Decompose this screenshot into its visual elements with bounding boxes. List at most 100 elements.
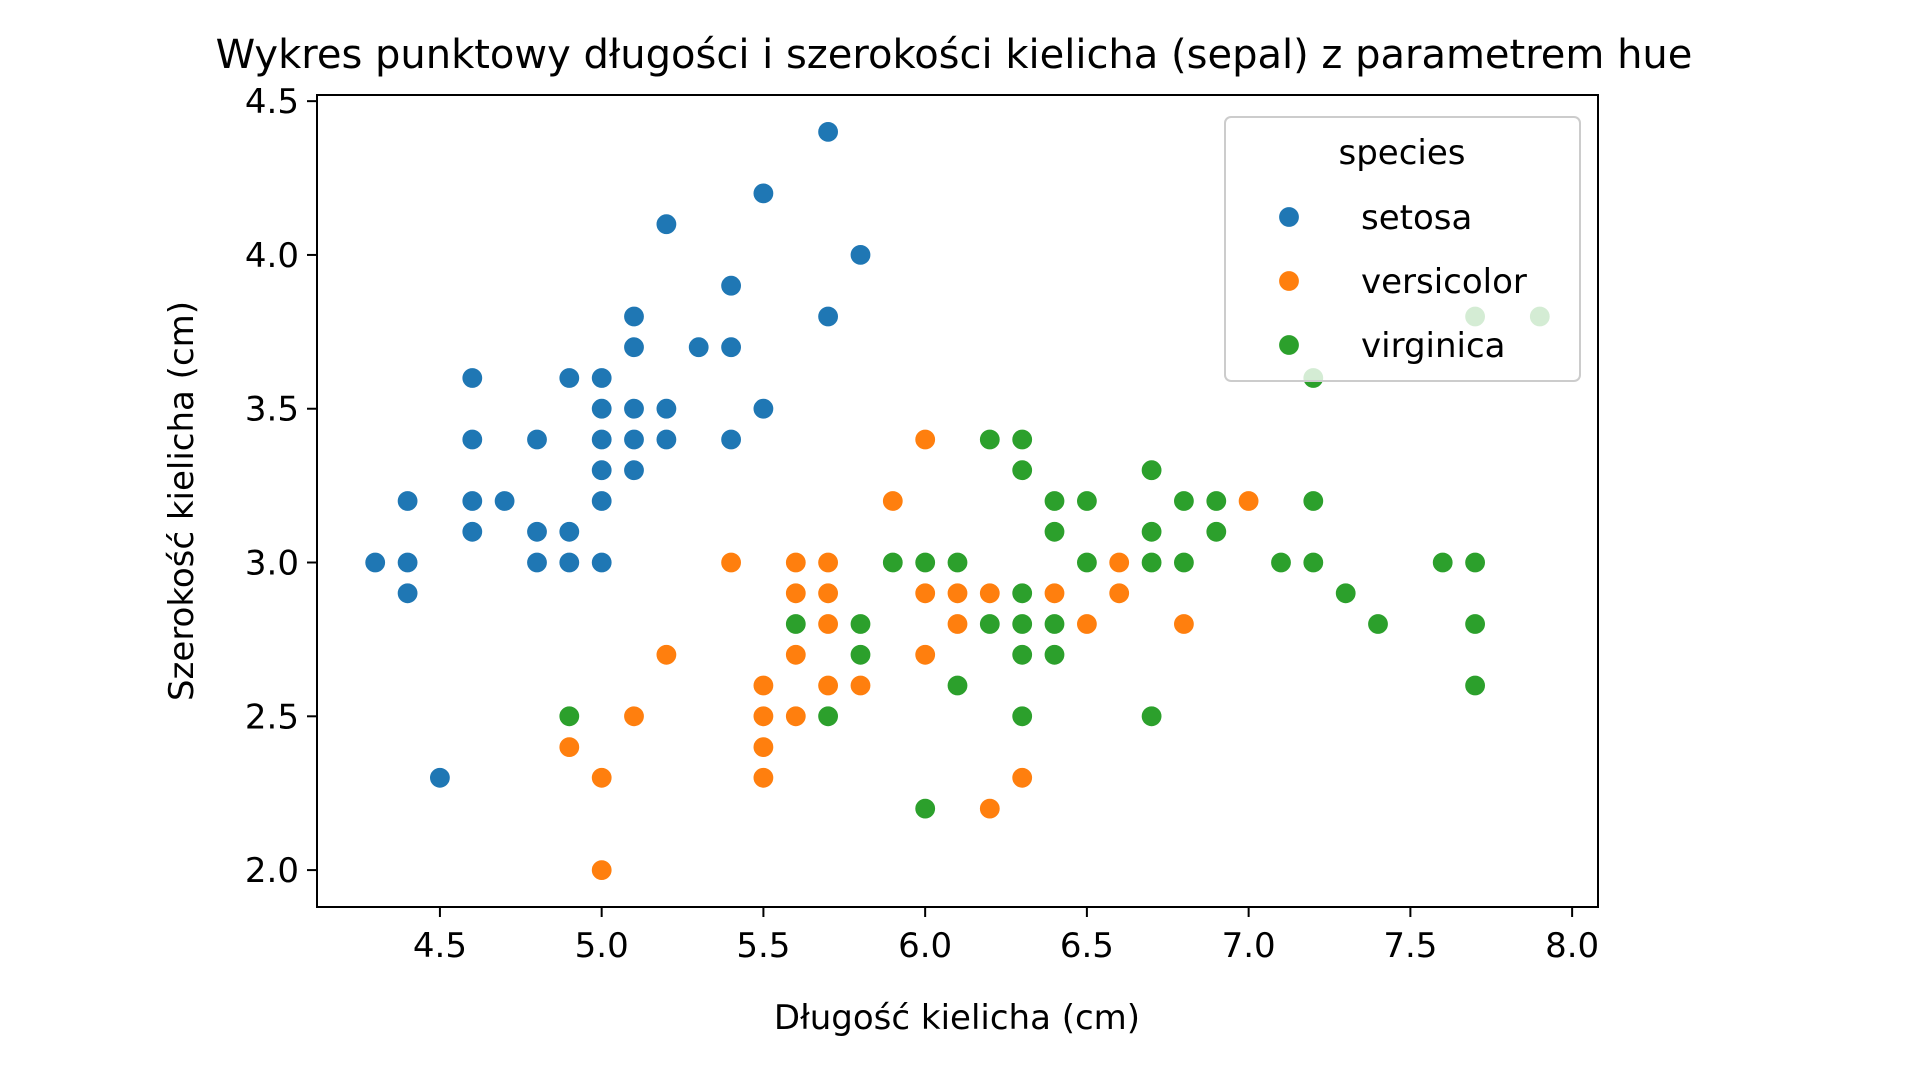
data-point-setosa [590, 459, 613, 482]
data-point-setosa [719, 428, 743, 451]
data-point-virginica [1011, 643, 1034, 666]
data-point-versicolor [1172, 612, 1196, 636]
data-point-versicolor [784, 705, 807, 728]
data-point-setosa [590, 366, 613, 390]
data-point-setosa [525, 551, 549, 574]
legend-label-versicolor: versicolor [1361, 262, 1527, 302]
data-point-setosa [622, 305, 646, 328]
legend-frame [1224, 116, 1581, 382]
data-point-versicolor [881, 489, 904, 513]
data-point-virginica [849, 612, 872, 636]
data-point-virginica [946, 674, 969, 697]
data-point-setosa [590, 397, 613, 420]
data-point-virginica [978, 428, 1001, 451]
data-point-versicolor [1237, 489, 1260, 513]
data-point-virginica [1463, 551, 1487, 574]
data-point-versicolor [978, 797, 1001, 820]
legend-label-setosa: setosa [1361, 198, 1472, 238]
y-axis-label: Szerokość kielicha (cm) [162, 301, 202, 701]
data-point-virginica [1172, 489, 1196, 513]
data-point-versicolor [816, 674, 840, 697]
data-point-virginica [1043, 612, 1066, 636]
data-point-virginica [1011, 705, 1034, 728]
data-point-versicolor [752, 735, 775, 759]
y-tick-label: 4.5 [245, 82, 299, 122]
legend-marker-setosa [1277, 205, 1301, 229]
data-point-versicolor [914, 428, 937, 451]
data-point-versicolor [558, 735, 581, 759]
data-point-versicolor [590, 766, 613, 789]
data-point-virginica [1011, 428, 1034, 451]
data-point-setosa [590, 489, 613, 513]
data-point-setosa [558, 551, 581, 574]
data-point-setosa [622, 459, 646, 482]
data-point-virginica [1463, 612, 1487, 636]
data-point-setosa [622, 397, 646, 420]
data-point-virginica [816, 705, 840, 728]
data-point-virginica [1011, 612, 1034, 636]
data-point-versicolor [1108, 582, 1131, 605]
data-point-virginica [881, 551, 904, 574]
data-point-versicolor [784, 582, 807, 605]
data-point-virginica [1075, 551, 1099, 574]
data-point-setosa [461, 489, 484, 513]
data-point-setosa [396, 489, 419, 513]
data-point-virginica [1302, 489, 1325, 513]
data-point-versicolor [914, 582, 937, 605]
data-point-virginica [1140, 520, 1163, 543]
data-point-virginica [1269, 551, 1293, 574]
data-point-setosa [752, 397, 775, 420]
data-point-versicolor [816, 582, 840, 605]
data-point-virginica [1043, 520, 1066, 543]
data-point-versicolor [752, 674, 775, 697]
x-tick-label: 7.5 [1383, 926, 1437, 966]
data-point-virginica [1205, 489, 1228, 513]
data-point-versicolor [978, 582, 1001, 605]
data-point-versicolor [784, 551, 807, 574]
legend-entries: setosa versicolor virginica [1277, 198, 1527, 366]
data-point-setosa [719, 336, 743, 359]
legend-label-virginica: virginica [1361, 326, 1506, 366]
x-tick-label: 6.5 [1060, 926, 1114, 966]
data-point-versicolor [849, 674, 872, 697]
data-point-setosa [590, 551, 613, 574]
data-point-virginica [946, 551, 969, 574]
data-point-virginica [849, 643, 872, 666]
data-point-virginica [1011, 582, 1034, 605]
data-point-versicolor [590, 858, 613, 882]
data-point-setosa [622, 336, 646, 359]
data-point-virginica [1011, 459, 1034, 482]
chart-title: Wykres punktowy długości i szerokości ki… [216, 32, 1693, 78]
data-point-setosa [364, 551, 387, 574]
data-point-setosa [493, 489, 516, 513]
data-point-versicolor [784, 643, 807, 666]
x-tick-label: 5.0 [575, 926, 629, 966]
legend-marker-virginica [1277, 333, 1301, 357]
data-point-virginica [1140, 705, 1163, 728]
data-point-setosa [396, 582, 419, 605]
plot-frame [316, 94, 1599, 908]
data-point-versicolor [816, 551, 840, 574]
data-point-versicolor [1108, 551, 1131, 574]
data-point-setosa [655, 428, 678, 451]
data-point-virginica [1075, 489, 1099, 513]
data-point-virginica [914, 797, 937, 820]
data-point-versicolor [946, 582, 969, 605]
data-point-setosa [461, 366, 484, 390]
data-point-virginica [558, 705, 581, 728]
data-point-virginica [1302, 551, 1325, 574]
x-tick-label: 8.0 [1545, 926, 1599, 966]
data-point-setosa [655, 213, 678, 236]
data-point-setosa [525, 520, 549, 543]
y-tick-label: 3.0 [245, 544, 299, 584]
data-point-virginica [1140, 459, 1163, 482]
data-point-virginica [1043, 489, 1066, 513]
data-point-versicolor [622, 705, 646, 728]
data-point-setosa [461, 428, 484, 451]
data-point-versicolor [946, 612, 969, 636]
data-point-versicolor [719, 551, 743, 574]
data-point-versicolor [1075, 612, 1099, 636]
data-point-setosa [590, 428, 613, 451]
points-layer [364, 120, 1551, 882]
